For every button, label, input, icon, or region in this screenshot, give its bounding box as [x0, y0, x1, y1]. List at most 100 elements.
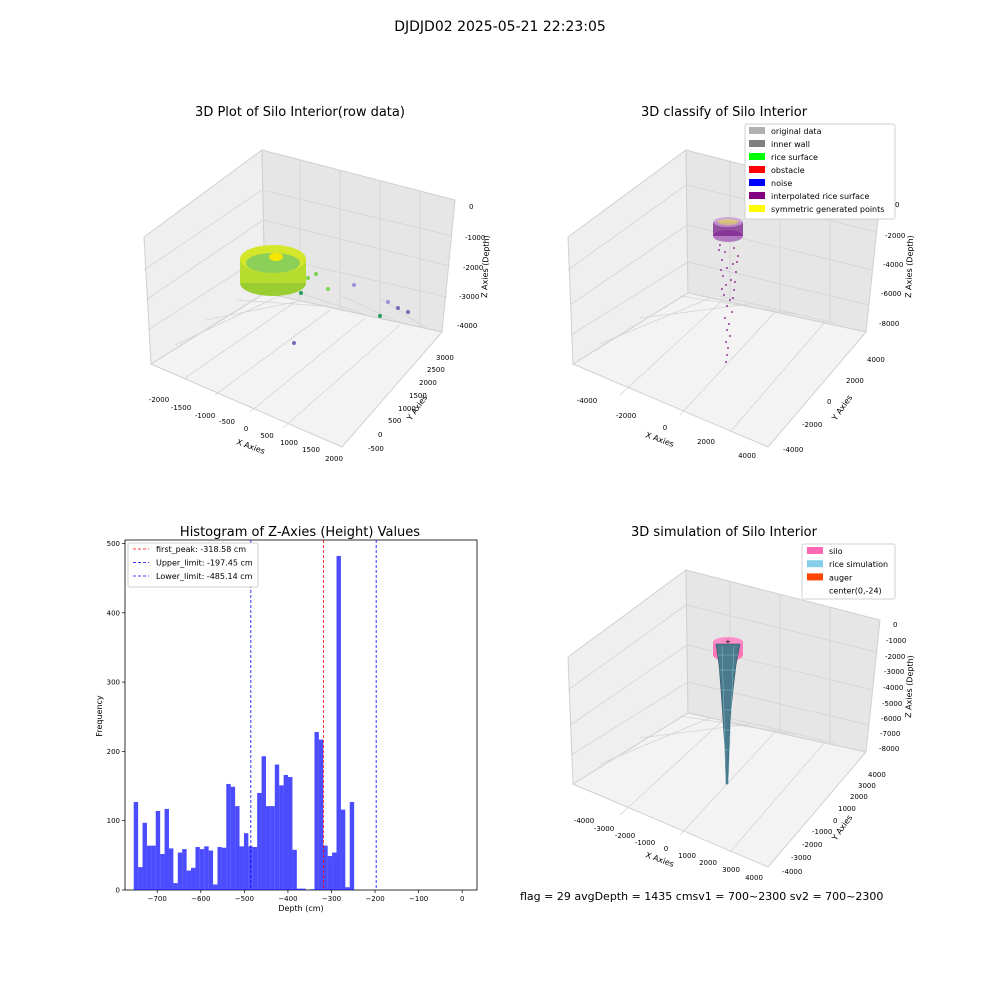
legend-swatch	[749, 192, 765, 199]
raw-ytick: 3000	[436, 354, 454, 362]
histogram-bar	[151, 845, 156, 890]
histogram-xtick-label: −700	[148, 895, 167, 903]
raw-ztick: -1000	[465, 234, 485, 242]
histogram-bar	[160, 853, 165, 890]
simulation-ytick: -2000	[802, 841, 822, 849]
raw-xtick: 1500	[302, 446, 320, 454]
histogram-bar	[314, 731, 319, 890]
legend-swatch	[749, 140, 765, 147]
raw-ytick: 2000	[419, 379, 437, 387]
raw-ytick: 1500	[409, 392, 427, 400]
classify-panel-title: 3D classify of Silo Interior	[641, 105, 808, 120]
histogram-bar	[283, 774, 289, 890]
histogram-bar	[349, 801, 355, 890]
histogram-yticks: 0 100 200 300 400 500	[107, 540, 125, 895]
histogram-bar	[292, 849, 297, 890]
histogram-bar	[168, 848, 174, 890]
histogram-bar	[221, 847, 227, 890]
histogram-bar	[336, 555, 341, 890]
raw-ztick: -3000	[459, 293, 479, 301]
raw-zlabel: Z Axies (Depth)	[480, 235, 491, 298]
histogram-bar	[182, 849, 187, 890]
legend-swatch	[807, 586, 823, 594]
classify-ztick: -6000	[881, 290, 901, 298]
simulation-xtick: -4000	[574, 817, 594, 825]
simulation-ztick: -5000	[882, 700, 902, 708]
classify-ztick: -4000	[883, 261, 903, 269]
legend-label: rice simulation	[829, 560, 888, 569]
simulation-ztick: -8000	[879, 745, 899, 753]
simulation-xtick: 1000	[678, 852, 696, 860]
histogram-bar	[186, 870, 192, 890]
legend-swatch	[807, 560, 823, 568]
legend-label: inner wall	[771, 140, 810, 149]
simulation-legend-items: silo rice simulation auger center(0,-24)	[807, 547, 888, 596]
histogram-xtick-label: −200	[365, 895, 384, 903]
raw-xtick: 500	[260, 432, 273, 440]
raw-xtick: 0	[244, 425, 248, 433]
figure-title: DJDJD02 2025-05-21 22:23:05	[394, 19, 606, 35]
simulation-ytick: 4000	[868, 771, 886, 779]
simulation-ztick: 0	[893, 621, 897, 629]
legend-label: silo	[829, 547, 843, 556]
legend-label: rice surface	[771, 153, 818, 162]
histogram-legend-label: Lower_limit: -485.14 cm	[156, 572, 253, 581]
histogram-bar	[239, 846, 244, 890]
histogram-bar	[226, 783, 231, 890]
histogram-bar	[248, 846, 253, 890]
legend-swatch	[749, 179, 765, 186]
histogram-bar	[345, 887, 350, 890]
histogram-bar	[133, 801, 139, 890]
raw-xtick: -1500	[171, 404, 191, 412]
simulation-ytick: -1000	[812, 828, 832, 836]
histogram-bar	[318, 739, 324, 890]
histogram-bar	[138, 867, 143, 890]
histogram-vlines	[250, 540, 377, 890]
raw-xtick: -1000	[195, 412, 215, 420]
raw-floor-pane	[149, 292, 443, 448]
histogram-ytick-label: 100	[107, 817, 120, 825]
histogram-bar	[323, 845, 328, 890]
histogram-bar	[301, 888, 306, 890]
legend-swatch	[807, 547, 823, 554]
simulation-ytick: -3000	[791, 854, 811, 862]
classify-ytick: 0	[827, 398, 831, 406]
simulation-ytick: 3000	[858, 782, 876, 790]
histogram-bar	[332, 852, 337, 890]
simulation-ytick: 0	[833, 817, 837, 825]
simulation-ytick: 2000	[850, 793, 868, 801]
histogram-xtick-label: 0	[460, 895, 464, 903]
histogram-ylabel: Frequency	[95, 695, 104, 737]
histogram-bar	[155, 810, 161, 890]
raw-ytick: 1000	[398, 405, 416, 413]
raw-ytick: 2500	[427, 366, 445, 374]
simulation-panel-title: 3D simulation of Silo Interior	[631, 525, 818, 540]
simulation-xtick: 4000	[745, 874, 763, 882]
histogram-bar	[270, 806, 275, 890]
simulation-xtick: 0	[664, 845, 668, 853]
raw-scatter-points	[292, 272, 410, 345]
legend-swatch	[749, 153, 765, 160]
raw-3d-panel: 3D Plot of Silo Interior(row data)	[143, 105, 491, 463]
simulation-ztick: -7000	[880, 730, 900, 738]
raw-xlabel: X Axies	[235, 437, 266, 456]
histogram-bar	[177, 852, 183, 890]
legend-label: noise	[771, 179, 792, 188]
simulation-tick-labels: -4000 -3000 -2000 -1000 0 1000 2000 3000…	[574, 621, 907, 882]
simulation-3d-panel: 3D simulation of Silo Interior +	[567, 525, 915, 882]
classify-ytick: 2000	[846, 377, 864, 385]
histogram-ytick-label: 500	[107, 540, 120, 548]
raw-panel-title: 3D Plot of Silo Interior(row data)	[195, 105, 405, 120]
histogram-legend-items: first_peak: -318.58 cm Upper_limit: -197.…	[133, 545, 253, 581]
classify-3d-panel: 3D classify of Silo Interior	[567, 105, 915, 460]
simulation-zlabel: Z Axies (Depth)	[904, 655, 915, 718]
raw-ztick: -4000	[457, 322, 477, 330]
histogram-bar	[235, 806, 240, 890]
classify-xtick: -4000	[577, 397, 597, 405]
histogram-bar	[265, 806, 271, 890]
histogram-xtick-label: −500	[235, 895, 254, 903]
classify-xtick: 2000	[697, 438, 715, 446]
histogram-bar	[252, 847, 258, 890]
histogram-bar	[191, 867, 196, 890]
legend-swatch	[749, 127, 765, 134]
